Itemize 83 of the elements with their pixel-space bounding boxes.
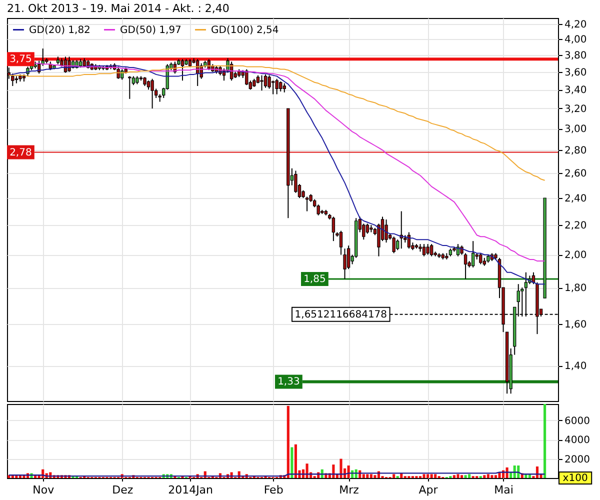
y-axis-title: x100: [562, 473, 588, 484]
ref-line-label: 2,78: [10, 147, 32, 158]
legend-label: GD(100) 2,54: [211, 24, 279, 36]
candlestick: [150, 78, 154, 109]
bar: [483, 475, 486, 478]
bar: [494, 475, 498, 478]
candlestick: [366, 223, 369, 234]
candlestick: [146, 80, 150, 90]
ref-line-label: 3,75: [10, 54, 32, 66]
y-tick-label: 3,00: [564, 124, 587, 136]
y-tick-label: 2,80: [564, 146, 587, 157]
bar: [374, 475, 376, 478]
bar: [490, 475, 494, 478]
x-tick-label: Mai: [494, 484, 514, 496]
x-tick-label: Nov: [32, 484, 55, 496]
bar: [430, 474, 433, 478]
bar: [544, 404, 546, 478]
candlestick: [282, 82, 286, 93]
ref-line-label: 1,85: [304, 274, 326, 286]
candlestick: [422, 244, 426, 257]
candlestick: [426, 244, 430, 256]
y-tick-label: 3,20: [564, 104, 587, 115]
x-tick-label: Dez: [112, 484, 134, 496]
chart-title: 21. Okt 2013 - 19. Mai 2014 - Akt. : 2,40: [7, 2, 230, 15]
candlestick: [275, 78, 278, 95]
candlestick: [271, 80, 275, 95]
candlestick: [180, 58, 184, 82]
bar: [294, 444, 297, 478]
bar: [286, 406, 290, 478]
legend-label: GD(20) 1,82: [29, 24, 90, 36]
y-tick-label: 2000: [564, 454, 590, 466]
bar: [8, 475, 10, 478]
x-tick-label: Apr: [418, 484, 438, 496]
y-tick-label: 4000: [564, 435, 590, 446]
y-tick-label: 3,60: [564, 67, 587, 78]
bar: [426, 474, 430, 478]
bar: [340, 458, 342, 478]
y-tick-label: 2,00: [564, 250, 587, 262]
legend-label: GD(50) 1,97: [120, 24, 182, 36]
ref-line-label: 1,6512116684178: [294, 309, 388, 320]
y-tick-label: 2,40: [564, 194, 587, 205]
candlestick: [343, 248, 346, 280]
candlestick: [332, 216, 336, 242]
bar: [422, 474, 426, 478]
bar: [452, 475, 456, 478]
candlestick: [430, 244, 434, 257]
y-tick-label: 6000: [564, 416, 590, 427]
bar: [456, 474, 460, 478]
y-tick-label: 1,40: [564, 361, 587, 372]
y-tick-label: 3,80: [564, 50, 587, 62]
candlestick: [479, 252, 482, 265]
candlestick: [116, 66, 120, 80]
bar: [362, 474, 365, 478]
bar: [366, 474, 369, 478]
candlestick: [245, 68, 248, 86]
bar: [486, 474, 490, 478]
candlestick: [264, 74, 268, 88]
candlestick: [396, 239, 400, 251]
x-tick-label: 2014Jan: [168, 484, 214, 496]
bar: [290, 447, 294, 478]
ref-line-label: 1,33: [278, 376, 300, 388]
y-tick-label: 1,80: [564, 283, 587, 294]
bar: [460, 475, 464, 478]
candlestick: [384, 218, 388, 244]
bar: [392, 474, 396, 478]
y-tick-label: 3,40: [564, 85, 587, 96]
candlestick: [392, 236, 396, 254]
candlestick: [128, 76, 132, 100]
bar: [370, 474, 372, 478]
bar: [464, 475, 467, 478]
candlestick: [279, 80, 282, 92]
candlestick: [472, 240, 475, 268]
x-tick-label: Mrz: [339, 484, 360, 496]
y-tick-label: 4,00: [564, 34, 587, 46]
y-tick-label: 2,60: [564, 168, 587, 180]
bar: [434, 474, 437, 478]
candlestick: [260, 74, 264, 92]
y-tick-label: 4,20: [564, 19, 587, 30]
bar: [468, 474, 471, 478]
y-tick-label: 1,60: [564, 320, 587, 331]
x-tick-label: Feb: [264, 484, 284, 496]
y-tick-label: 2,20: [564, 220, 587, 232]
candlestick: [339, 230, 343, 256]
